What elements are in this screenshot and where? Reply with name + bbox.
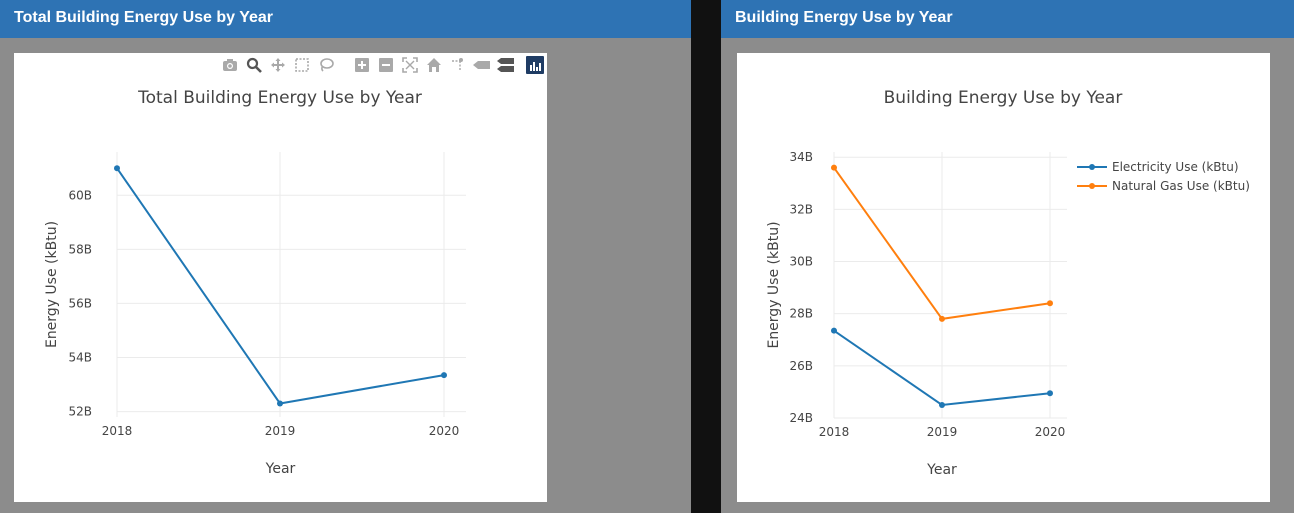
chart-energy-breakdown: Building Energy Use by Year 24B 26B 28B 30B 3…: [766, 88, 1250, 478]
x-tick-label: 2020: [1035, 425, 1066, 439]
legend-label: Electricity Use (kBtu): [1112, 160, 1239, 174]
y-tick-label: 24B: [789, 411, 813, 425]
y-tick-label: 56B: [68, 296, 92, 310]
pan-icon[interactable]: [268, 55, 288, 75]
y-tick-label: 34B: [789, 150, 813, 164]
hover-compare-icon[interactable]: [496, 55, 516, 75]
data-point: [441, 372, 447, 379]
modebar: [220, 55, 544, 75]
data-point: [1047, 300, 1053, 307]
right-panel: Building Energy Use by Year Building Ene…: [721, 0, 1294, 513]
y-tick-label: 58B: [68, 242, 92, 256]
x-axis-label: Year: [265, 461, 296, 477]
y-axis-label: Energy Use (kBtu): [44, 221, 60, 348]
data-point: [114, 165, 120, 172]
box-select-icon[interactable]: [292, 55, 312, 75]
y-tick-label: 30B: [789, 255, 813, 269]
chart-card-breakdown: Building Energy Use by Year 24B 26B 28B 30B 3…: [737, 53, 1270, 502]
x-tick-label: 2019: [927, 425, 958, 439]
x-tick-label: 2018: [102, 424, 133, 438]
lasso-icon[interactable]: [316, 55, 336, 75]
y-tick-label: 52B: [68, 405, 92, 419]
left-panel-header: Total Building Energy Use by Year: [0, 0, 691, 38]
legend-marker: [1089, 183, 1095, 189]
data-point: [939, 315, 945, 322]
zoom-in-icon[interactable]: [352, 55, 372, 75]
chart-total-energy: Total Building Energy Use by Year 52B 54B 5…: [44, 88, 466, 477]
x-tick-label: 2020: [429, 424, 460, 438]
legend-marker: [1089, 164, 1095, 170]
hover-closest-icon[interactable]: [472, 55, 492, 75]
spike-lines-icon[interactable]: [448, 55, 468, 75]
autoscale-icon[interactable]: [400, 55, 420, 75]
y-tick-label: 28B: [789, 307, 813, 321]
data-point: [939, 401, 945, 408]
legend-label: Natural Gas Use (kBtu): [1112, 179, 1250, 193]
plotly-logo-icon[interactable]: [526, 56, 544, 74]
data-point: [277, 400, 283, 407]
right-panel-header: Building Energy Use by Year: [721, 0, 1294, 38]
zoom-icon[interactable]: [244, 55, 264, 75]
data-point: [831, 327, 837, 334]
data-point: [831, 164, 837, 171]
left-panel: Total Building Energy Use by Year Total …: [0, 0, 691, 513]
chart-title: Building Energy Use by Year: [884, 88, 1123, 108]
chart-card-total: Total Building Energy Use by Year 52B 54B 5…: [14, 53, 547, 502]
y-tick-label: 32B: [789, 202, 813, 216]
y-tick-label: 26B: [789, 359, 813, 373]
y-axis-label: Energy Use (kBtu): [766, 221, 782, 348]
zoom-out-icon[interactable]: [376, 55, 396, 75]
data-point: [1047, 390, 1053, 397]
camera-icon[interactable]: [220, 55, 240, 75]
chart-title: Total Building Energy Use by Year: [137, 88, 422, 108]
x-axis-label: Year: [926, 462, 957, 478]
y-tick-label: 54B: [68, 351, 92, 365]
x-tick-label: 2018: [819, 425, 850, 439]
x-tick-label: 2019: [265, 424, 296, 438]
reset-axes-icon[interactable]: [424, 55, 444, 75]
y-tick-label: 60B: [68, 188, 92, 202]
